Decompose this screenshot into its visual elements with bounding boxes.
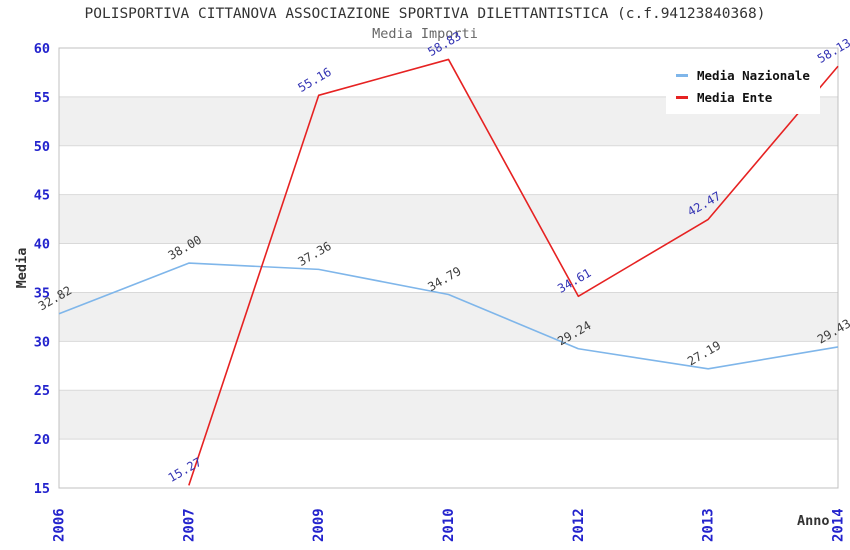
y-tick-label: 45	[34, 188, 50, 204]
y-tick-label: 60	[34, 41, 50, 57]
legend: Media Nazionale Media Ente	[666, 58, 820, 114]
x-axis-title: Anno	[797, 513, 830, 529]
x-tick-label: 2013	[701, 508, 717, 542]
series-line-media-ente	[188, 58, 839, 486]
y-tick-label: 25	[34, 383, 50, 399]
plot-border	[58, 47, 839, 489]
y-tick-label: 40	[34, 237, 50, 253]
x-tick-label: 2012	[571, 508, 587, 542]
data-label: 27.19	[685, 338, 723, 368]
legend-label: Media Nazionale	[697, 67, 810, 83]
data-label: 58.13	[815, 36, 850, 66]
x-tick-label: 2014	[831, 508, 847, 542]
y-tick-label: 30	[34, 334, 50, 350]
legend-item-media-nazionale: Media Nazionale	[676, 64, 810, 86]
y-tick-label: 20	[34, 432, 50, 448]
data-label: 58.83	[425, 29, 463, 59]
legend-swatch	[676, 73, 688, 77]
data-label: 34.79	[425, 264, 463, 294]
chart-subtitle: Media Importi	[372, 26, 478, 42]
y-tick-label: 55	[34, 90, 50, 106]
legend-label: Media Ente	[697, 89, 773, 105]
x-tick-label: 2010	[441, 508, 457, 542]
data-label: 15.27	[166, 455, 204, 485]
y-tick-label: 15	[34, 481, 50, 497]
legend-item-media-ente: Media Ente	[676, 86, 810, 108]
data-label: 55.16	[296, 65, 334, 95]
x-tick-label: 2009	[311, 508, 327, 542]
x-tick-label: 2006	[52, 508, 68, 542]
grid-band	[59, 292, 838, 342]
legend-swatch	[676, 95, 688, 99]
y-axis-title: Media	[14, 247, 30, 289]
series-line-media-nazionale	[58, 262, 839, 370]
grid-band	[59, 390, 838, 440]
x-tick-label: 2007	[181, 508, 197, 542]
y-tick-label: 35	[34, 285, 50, 301]
y-tick-label: 50	[34, 139, 50, 155]
chart-title: POLISPORTIVA CITTANOVA ASSOCIAZIONE SPOR…	[84, 6, 766, 22]
